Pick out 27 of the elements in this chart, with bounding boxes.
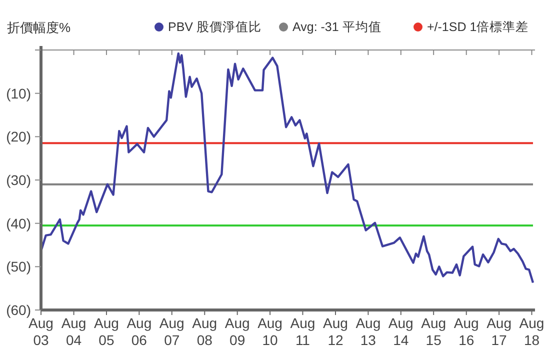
x-tick-label: Aug 08: [192, 315, 218, 348]
line-series: [40, 52, 534, 284]
y-tick-label: (20): [6, 128, 31, 145]
x-tick-label: Aug 14: [388, 315, 414, 348]
x-tick-label: Aug 10: [258, 315, 282, 348]
x-tick-label: Aug 13: [356, 315, 381, 348]
y-tick-label: (60): [6, 302, 31, 318]
x-tick-label: Aug 18: [519, 315, 544, 348]
x-tick-label: Aug 09: [224, 315, 250, 348]
y-tick-label: (50): [6, 258, 31, 275]
legend-label: Avg: -31 平均值: [292, 20, 382, 34]
x-tick-label: Aug 04: [61, 315, 86, 348]
x-tick-label: Aug 05: [94, 315, 119, 348]
legend-label: +/-1SD 1倍標準差: [427, 20, 529, 34]
y-tick-label: (30): [6, 172, 31, 188]
x-tick-label: Aug 12: [323, 315, 348, 348]
x-tick-label: Aug 06: [126, 315, 152, 348]
x-tick-label: Aug 07: [159, 315, 184, 348]
legend-label: PBV 股價淨值比: [168, 20, 262, 34]
y-tick-label: (40): [6, 215, 31, 232]
x-tick-label: Aug 15: [421, 315, 446, 348]
x-tick-label: Aug 17: [486, 315, 512, 348]
x-tick-label: Aug 03: [28, 315, 54, 348]
y-tick-label: (10): [6, 85, 31, 102]
y-axis-title: 折價幅度%: [7, 20, 71, 35]
x-tick-label: Aug 11: [290, 315, 316, 348]
x-tick-label: Aug 16: [454, 315, 479, 348]
